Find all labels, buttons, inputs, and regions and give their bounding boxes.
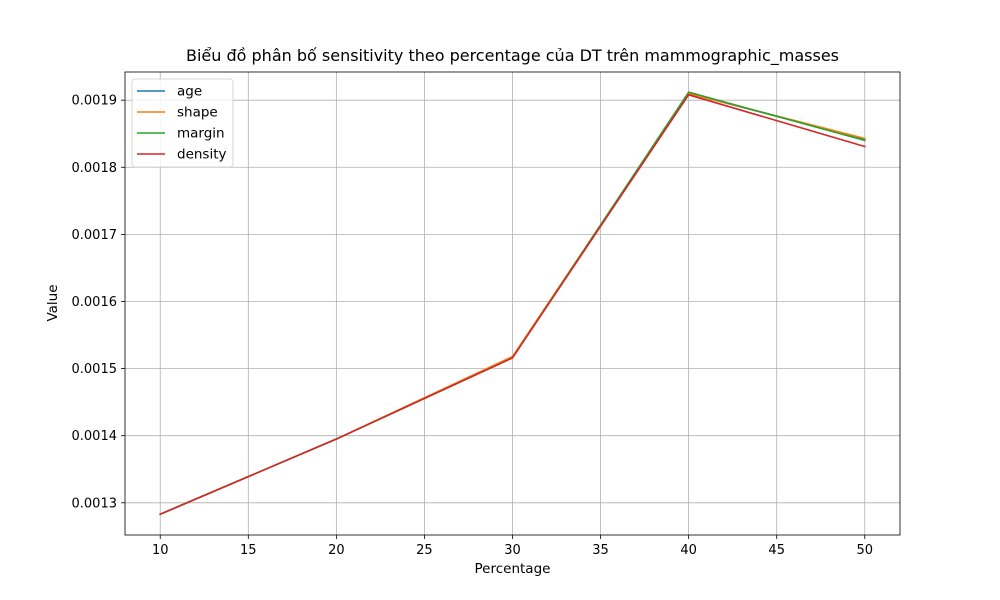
chart-title: Biểu đồ phân bố sensitivity theo percent… (186, 46, 839, 65)
series-lines (159, 91, 866, 516)
y-tick-label: 0.0016 (72, 295, 118, 310)
grid (125, 72, 900, 535)
y-axis-label: Value (45, 284, 61, 322)
x-tick-label: 50 (856, 543, 873, 558)
y-tick-label: 0.0017 (72, 228, 118, 243)
series-line-density (159, 94, 866, 516)
x-axis-label: Percentage (474, 561, 551, 577)
legend-label-margin: margin (177, 126, 225, 142)
x-tick-label: 25 (416, 543, 433, 558)
y-tick-label: 0.0015 (72, 362, 118, 377)
x-tick-label: 10 (152, 543, 169, 558)
axes: 10 15 20 25 30 35 40 45 50 0.0013 0.0014 0.0015 0.00… (72, 71, 901, 558)
x-tick-label: 40 (680, 543, 697, 558)
legend: age shape margin density (131, 78, 234, 168)
x-tick-label: 45 (768, 543, 785, 558)
legend-label-density: density (177, 147, 227, 163)
x-tick-label: 20 (328, 543, 345, 558)
y-tick-label: 0.0019 (72, 94, 118, 109)
legend-label-age: age (177, 84, 202, 100)
y-tick-label: 0.0018 (72, 161, 118, 176)
y-tick-label: 0.0013 (72, 496, 118, 511)
x-tick-label: 35 (592, 543, 609, 558)
legend-box (131, 78, 234, 168)
x-tick-label: 30 (504, 543, 521, 558)
y-tick-label: 0.0014 (72, 429, 118, 444)
legend-label-shape: shape (177, 105, 218, 121)
plot-frame (124, 71, 901, 536)
x-tick-label: 15 (240, 543, 257, 558)
